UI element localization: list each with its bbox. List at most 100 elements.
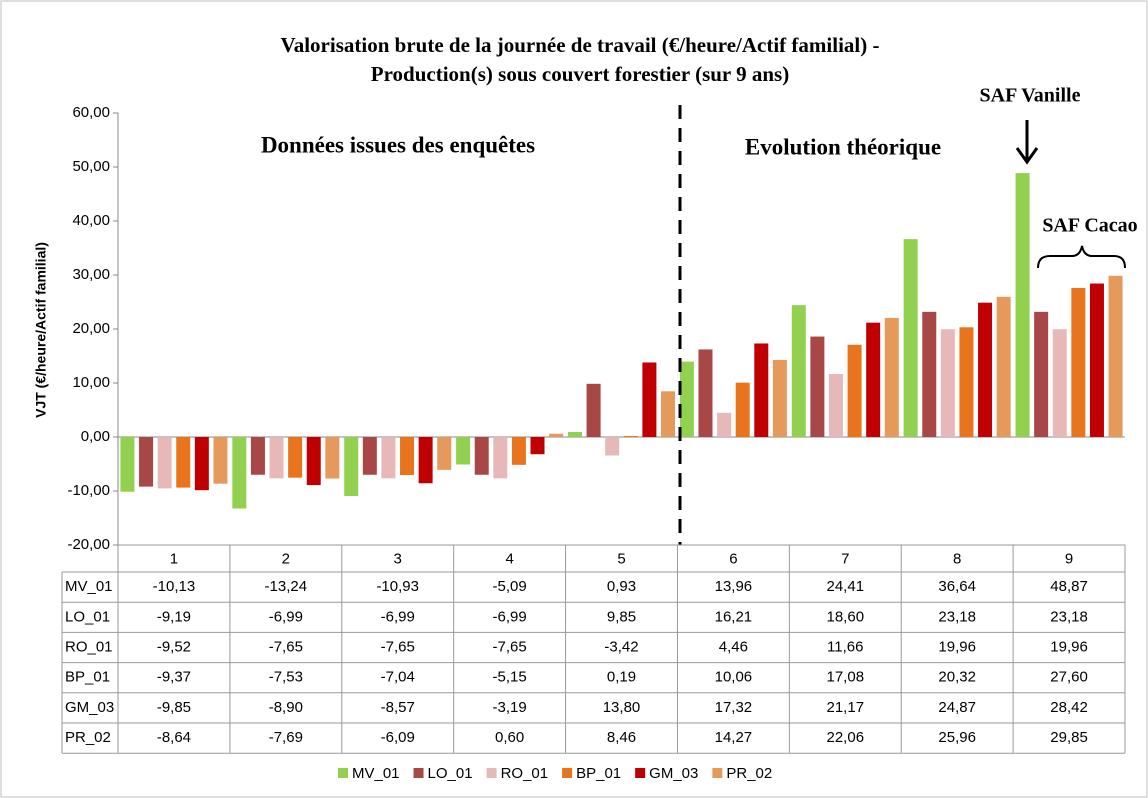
table-cell: -8,90 — [269, 699, 303, 716]
legend-label: MV_01 — [352, 765, 400, 782]
legend-swatch — [486, 768, 497, 778]
x-tick-label: 5 — [617, 550, 625, 567]
bar — [642, 362, 657, 437]
table-cell: 17,32 — [715, 699, 753, 716]
row-header: RO_01 — [65, 638, 113, 655]
table-cell: 14,27 — [715, 729, 753, 746]
table-cell: 19,96 — [938, 638, 976, 655]
table-cell: 23,18 — [1050, 608, 1088, 625]
bar — [306, 437, 321, 486]
x-tick-label: 7 — [841, 550, 849, 567]
legend-swatch — [562, 768, 573, 778]
legend-label: BP_01 — [576, 765, 621, 782]
bar — [194, 437, 209, 491]
bar — [381, 437, 396, 479]
table-cell: -6,09 — [381, 729, 415, 746]
table-cell: -10,93 — [376, 578, 419, 595]
bar — [530, 437, 545, 455]
table-cell: -10,13 — [153, 578, 196, 595]
bar — [847, 344, 862, 437]
bar — [978, 302, 993, 437]
bar — [437, 437, 452, 470]
legend-label: PR_02 — [726, 765, 772, 782]
table-cell: 18,60 — [827, 608, 865, 625]
y-tick-label: 20,00 — [72, 320, 110, 337]
legend-label: LO_01 — [428, 765, 473, 782]
table-cell: -6,99 — [381, 608, 415, 625]
table-cell: -13,24 — [265, 578, 308, 595]
table-cell: 4,46 — [719, 638, 748, 655]
x-tick-label: 2 — [282, 550, 290, 567]
table-cell: 13,96 — [715, 578, 753, 595]
table-cell: 29,85 — [1050, 729, 1088, 746]
table-cell: 8,46 — [607, 729, 636, 746]
table-cell: -7,04 — [381, 669, 415, 686]
row-header: MV_01 — [65, 578, 113, 595]
bar — [679, 361, 694, 437]
table-cell: -3,42 — [604, 638, 638, 655]
bar — [1015, 173, 1030, 438]
table-cell: 24,87 — [938, 699, 976, 716]
bar — [735, 382, 750, 437]
table-cell: -8,57 — [381, 699, 415, 716]
table-cell: -9,37 — [157, 669, 191, 686]
bar — [754, 343, 769, 437]
bar — [176, 437, 191, 488]
bar — [623, 435, 638, 437]
bar — [1052, 329, 1067, 437]
bar — [1089, 283, 1104, 437]
bar — [232, 437, 247, 509]
bar — [922, 311, 937, 437]
bar — [866, 322, 881, 437]
table-cell: -7,65 — [269, 638, 303, 655]
bar — [810, 336, 825, 437]
bar — [511, 437, 526, 465]
table-cell: 23,18 — [938, 608, 976, 625]
table-cell: -9,19 — [157, 608, 191, 625]
bar — [157, 437, 172, 489]
bracket — [1037, 245, 1126, 269]
legend-label: GM_03 — [649, 765, 698, 782]
bar — [996, 296, 1011, 437]
y-tick-label: 40,00 — [72, 212, 110, 229]
table-cell: 11,66 — [827, 638, 863, 655]
x-tick-label: 6 — [729, 550, 737, 567]
bar — [903, 239, 918, 437]
table-cell: 25,96 — [938, 729, 976, 746]
annotation: Evolution théorique — [745, 134, 941, 159]
x-tick-label: 4 — [505, 550, 513, 567]
bar — [344, 437, 359, 497]
table-cell: 9,85 — [607, 608, 636, 625]
table-cell: 17,08 — [827, 669, 865, 686]
row-header: PR_02 — [65, 729, 111, 746]
bar — [474, 437, 489, 475]
bar — [940, 329, 955, 437]
table-cell: -7,69 — [269, 729, 303, 746]
legend-swatch — [635, 768, 646, 778]
bar — [568, 431, 582, 437]
bar — [884, 317, 899, 437]
table-cell: 19,96 — [1050, 638, 1088, 655]
chart-title: Production(s) sous couvert forestier (su… — [371, 62, 789, 86]
bar — [213, 437, 228, 484]
bar — [828, 374, 843, 437]
row-header: GM_03 — [65, 699, 114, 716]
bar — [1034, 311, 1049, 437]
bar — [959, 327, 974, 437]
table-cell: -5,09 — [493, 578, 527, 595]
table-cell: -7,65 — [381, 638, 415, 655]
table-cell: -9,52 — [157, 638, 191, 655]
table-cell: 28,42 — [1050, 699, 1088, 716]
row-header: BP_01 — [65, 669, 110, 686]
y-tick-label: 60,00 — [72, 104, 110, 121]
table-cell: 21,17 — [827, 699, 865, 716]
annotation: SAF Cacao — [1042, 215, 1137, 237]
x-tick-label: 9 — [1065, 550, 1073, 567]
arrow — [1015, 120, 1039, 165]
bar — [1108, 275, 1123, 437]
table-cell: -7,65 — [493, 638, 527, 655]
bar — [1071, 287, 1086, 437]
table-cell: 48,87 — [1050, 578, 1088, 595]
